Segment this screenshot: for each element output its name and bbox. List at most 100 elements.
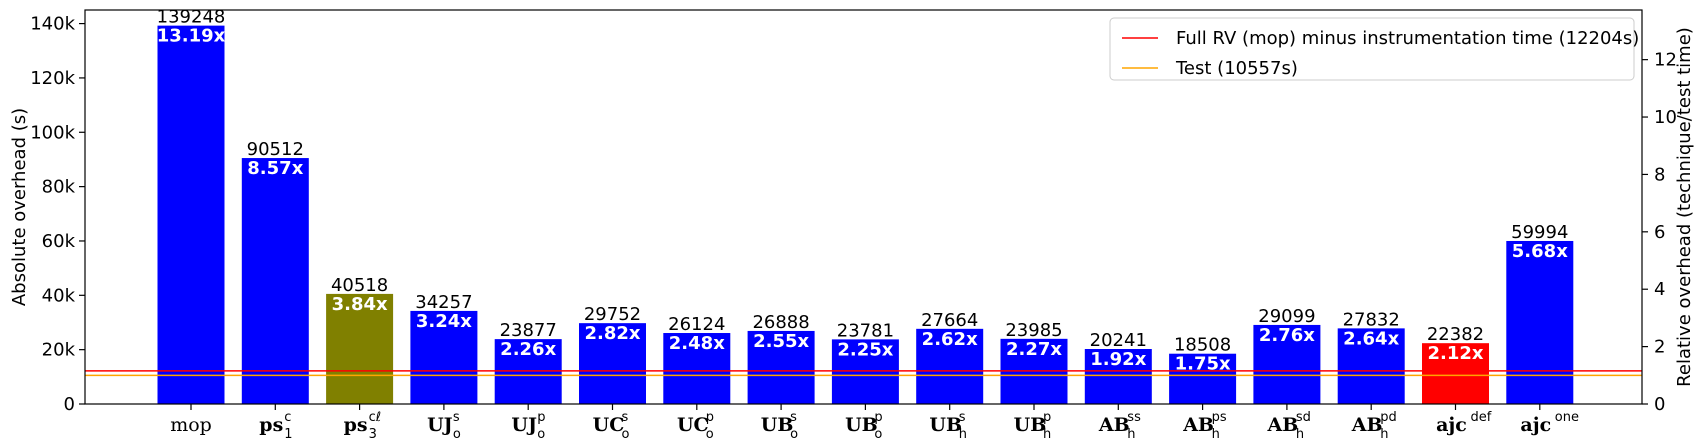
- bar-ratio-label: 2.48x: [669, 333, 725, 354]
- y2-tick-label: 4: [1654, 279, 1665, 300]
- bar: [1169, 353, 1237, 404]
- reference-lines-group: [85, 370, 1642, 377]
- y-tick-label: 100k: [30, 122, 75, 143]
- x-tick-label-subscript: o: [622, 427, 630, 442]
- y2-tick-label: 8: [1654, 164, 1665, 185]
- bar-ratio-label: 2.82x: [584, 323, 640, 344]
- x-tick-label-superscript: p: [537, 410, 545, 425]
- x-tick-label-subscript: o: [453, 427, 461, 442]
- x-tick-label-base: UC: [593, 414, 625, 436]
- x-tick-label-superscript: s: [790, 410, 797, 425]
- bar-value-label: 29752: [584, 304, 641, 325]
- x-tick-label-subscript: o: [790, 427, 798, 442]
- x-tick-label-base: UJ: [511, 414, 537, 436]
- legend-entry-label: Full RV (mop) minus instrumentation time…: [1176, 28, 1639, 49]
- x-tick-label-base: ps: [344, 414, 368, 436]
- x-tick-label: ajc one: [1520, 410, 1579, 436]
- bar-ratio-label: 1.92x: [1090, 349, 1146, 370]
- x-tick-label-subscript: 3: [369, 427, 377, 442]
- x-tick-label-base: UB: [929, 414, 962, 436]
- bar-value-label: 40518: [331, 275, 388, 296]
- bar-value-label: 34257: [415, 292, 472, 313]
- x-tick-label-base: AB: [1098, 414, 1130, 436]
- x-tick-label-base: ajc: [1436, 414, 1467, 436]
- x-tick-label-superscript: pd: [1380, 410, 1397, 425]
- bar: [1506, 240, 1574, 404]
- bar-value-label: 59994: [1511, 222, 1568, 243]
- bar: [1422, 343, 1489, 404]
- bar: [157, 25, 225, 404]
- x-tick-label-subscript: h: [1212, 427, 1220, 442]
- x-tick-label-base: AB: [1182, 414, 1214, 436]
- x-tick-label-subscript: o: [874, 427, 882, 442]
- bar-value-label: 139248: [157, 7, 226, 28]
- x-tick-label-subscript: h: [1043, 427, 1051, 442]
- x-tick-label-superscript: s: [622, 410, 629, 425]
- x-tick-label-superscript: c: [284, 410, 291, 425]
- x-tick-label-superscript: ps: [1212, 410, 1227, 425]
- bar-value-label: 90512: [247, 139, 304, 160]
- bar-ratio-label: 3.84x: [332, 294, 388, 315]
- bar-ratio-label: 2.64x: [1343, 328, 1399, 349]
- y2-axis-label: Relative overhead (technique/test time): [1674, 27, 1695, 387]
- bar-ratio-label: 13.19x: [157, 26, 226, 47]
- x-tick-label-base: UC: [677, 414, 709, 436]
- bar-value-label: 18508: [1174, 335, 1231, 356]
- y2-tick-label: 6: [1654, 222, 1665, 243]
- x-tick-label: ps cℓ 3: [344, 410, 382, 442]
- x-tick-label-base: mop: [170, 414, 212, 436]
- bar-ratio-label: 5.68x: [1512, 241, 1568, 262]
- y-tick-label: 40k: [42, 285, 76, 306]
- bar: [1253, 324, 1321, 404]
- bar: [831, 339, 899, 404]
- plot-frame: [84, 9, 1643, 405]
- bar-value-label: 20241: [1090, 330, 1147, 351]
- x-tick-label-superscript: p: [706, 410, 714, 425]
- bar-ratio-label: 2.12x: [1427, 343, 1483, 364]
- x-tick-label-base: UB: [761, 414, 794, 436]
- legend-box: [1109, 17, 1635, 81]
- x-tick-label-superscript: one: [1555, 410, 1579, 425]
- y2-tick-label: 2: [1654, 337, 1665, 358]
- bar: [663, 333, 731, 404]
- bar-ratio-label: 2.27x: [1006, 339, 1062, 360]
- bar-ratio-label: 1.75x: [1175, 354, 1231, 375]
- bar-value-label: 26888: [752, 312, 809, 333]
- bar: [916, 328, 984, 404]
- y-axis-label: Absolute overhead (s): [9, 108, 30, 306]
- legend-entry-label: Test (10557s): [1175, 58, 1298, 79]
- x-tick-label-superscript: p: [874, 410, 882, 425]
- x-tick-label-base: AB: [1351, 414, 1383, 436]
- x-tick-label-superscript: p: [1043, 410, 1051, 425]
- bar-value-label: 27664: [921, 310, 978, 331]
- y-tick-label: 20k: [42, 340, 76, 361]
- x-tick-label-base: ajc: [1520, 414, 1551, 436]
- bar: [579, 323, 646, 404]
- y-tick-label: 0: [64, 394, 75, 415]
- bar: [1084, 349, 1152, 404]
- y-tick-label: 140k: [30, 14, 75, 35]
- x-tick-label-superscript: sd: [1296, 410, 1311, 425]
- y2-tick-label: 10: [1654, 107, 1677, 128]
- x-tick-label: UJ so: [427, 410, 461, 442]
- x-tick-label-superscript: ss: [1127, 410, 1141, 425]
- x-tick-label-subscript: o: [706, 427, 714, 442]
- bar-value-label: 26124: [668, 314, 725, 335]
- y-tick-label: 60k: [42, 231, 76, 252]
- x-tick-label-superscript: s: [453, 410, 460, 425]
- x-tick-label-base: UB: [845, 414, 878, 436]
- bar-value-label: 22382: [1427, 324, 1484, 345]
- y-tick-label: 120k: [30, 68, 75, 89]
- bar-ratio-label: 2.26x: [500, 339, 556, 360]
- bar-ratio-label: 2.55x: [753, 331, 809, 352]
